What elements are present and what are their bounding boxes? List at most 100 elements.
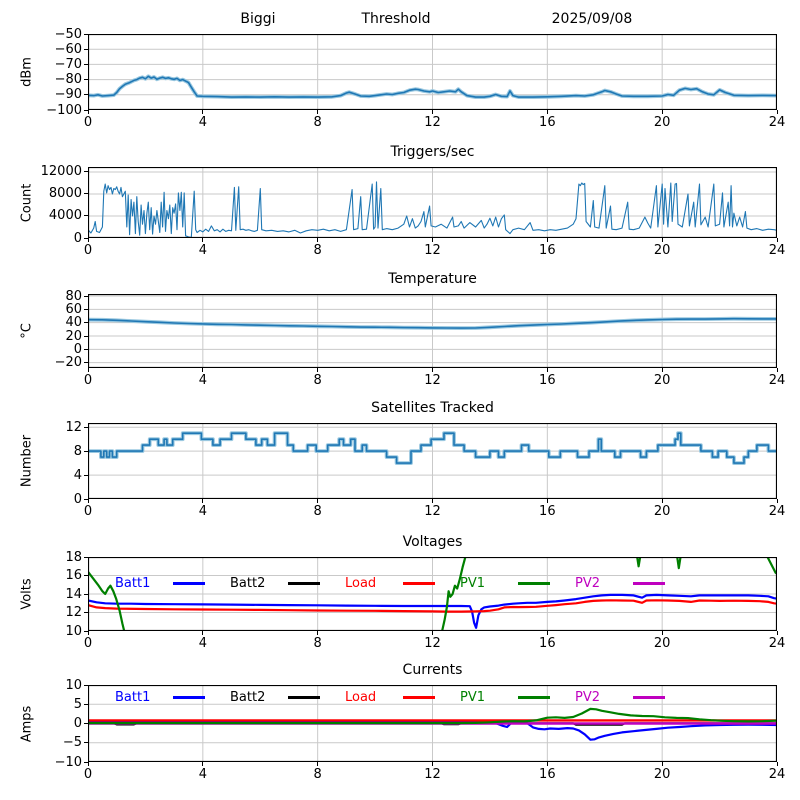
x-tick-mark — [87, 499, 89, 503]
x-tick-mark — [661, 368, 663, 372]
y-tick-mark — [84, 109, 88, 111]
y-tick-mark — [84, 33, 88, 35]
x-tick-mark — [87, 762, 89, 766]
x-tick-mark — [546, 368, 548, 372]
y-tick-mark — [84, 742, 88, 744]
x-tick-mark — [317, 110, 319, 114]
legend-line-swatch — [518, 581, 550, 585]
legend-label: Load — [345, 575, 377, 591]
x-tick-mark — [317, 499, 319, 503]
chart-satellites: Satellites Tracked Number 0 4 8 12 0 4 8 12 16 20 24 — [0, 400, 800, 519]
legend-line-swatch — [633, 695, 665, 699]
legend-line-swatch — [173, 695, 205, 699]
y-tick-label: 0 — [73, 230, 82, 246]
x-tick-mark — [317, 238, 319, 242]
y-tick-mark — [84, 426, 88, 428]
y-tick-mark — [84, 348, 88, 350]
x-tick-mark — [317, 368, 319, 372]
x-tick-label: 12 — [424, 504, 441, 519]
x-tick-label: 12 — [424, 243, 441, 258]
x-tick-label: 0 — [83, 504, 93, 519]
legend-item-pv1: PV1 — [460, 689, 550, 705]
x-tick-mark — [432, 499, 433, 503]
x-tick-label: 8 — [313, 767, 322, 782]
x-tick-mark — [432, 110, 433, 114]
x-tick-label: 4 — [198, 636, 207, 651]
y-tick-label: −60 — [54, 41, 82, 57]
y-tick-label: −90 — [54, 87, 82, 103]
x-tick-label: 24 — [768, 504, 786, 519]
x-tick-label: 4 — [198, 373, 207, 388]
x-tick-mark — [776, 762, 778, 766]
y-tick-mark — [84, 703, 88, 705]
y-tick-label: 20 — [65, 328, 82, 344]
x-tick-label: 20 — [653, 504, 671, 519]
y-tick-label: −80 — [54, 72, 82, 88]
legend-item-pv1: PV1 — [460, 575, 550, 591]
x-tick-mark — [776, 110, 778, 114]
axes-spines — [88, 557, 777, 631]
y-tick-label: −70 — [54, 56, 82, 72]
y-tick-label: 18 — [65, 549, 82, 565]
chart-temperature: Temperature °C −20 0 20 40 60 80 0 4 8 12 16 20 24 — [0, 271, 800, 388]
y-tick-label: −50 — [54, 26, 82, 42]
y-tick-label: 16 — [65, 568, 82, 583]
y-tick-label: 14 — [65, 586, 82, 602]
y-tick-label: 10 — [65, 677, 82, 693]
legend-item-load: Load — [345, 575, 435, 591]
legend-item-load: Load — [345, 689, 435, 705]
x-tick-label: 24 — [768, 115, 786, 130]
x-tick-label: 24 — [768, 373, 786, 388]
axes-spines — [88, 294, 777, 368]
y-tick-mark — [84, 193, 88, 195]
x-tick-label: 8 — [313, 504, 322, 519]
legend-line-swatch — [403, 695, 435, 699]
series-line-batt1-amps — [88, 720, 777, 741]
y-tick-mark — [84, 684, 88, 686]
y-tick-label: 12 — [65, 419, 82, 435]
x-tick-label: 20 — [653, 243, 671, 258]
x-tick-label: 24 — [768, 243, 786, 258]
y-tick-mark — [84, 295, 88, 297]
x-tick-label: 16 — [539, 636, 556, 651]
x-tick-label: 20 — [653, 636, 671, 651]
x-tick-label: 16 — [539, 115, 556, 130]
y-tick-label: 40 — [65, 315, 82, 331]
x-tick-mark — [776, 631, 778, 635]
y-tick-mark — [84, 237, 88, 239]
y-tick-mark — [84, 94, 88, 96]
series-line-batt1-volts — [88, 593, 777, 629]
x-tick-label: 20 — [653, 767, 671, 782]
legend-line-swatch — [633, 581, 665, 585]
y-tick-label: 60 — [65, 301, 82, 317]
series-line-load-volts — [88, 599, 777, 613]
x-tick-mark — [661, 762, 663, 766]
x-tick-label: 12 — [424, 636, 441, 651]
y-tick-mark — [84, 362, 88, 364]
axes-spines — [88, 423, 777, 499]
x-tick-label: 4 — [198, 504, 207, 519]
y-tick-label: −20 — [54, 355, 82, 371]
y-tick-label: 80 — [65, 288, 82, 304]
y-tick-label: 12000 — [40, 164, 82, 180]
chart-currents: Currents Amps −10 −5 0 5 10 0 4 8 12 16 20 24 Batt1 Bat… — [0, 662, 800, 782]
y-tick-label: 5 — [73, 696, 82, 712]
x-tick-mark — [87, 368, 89, 372]
x-tick-label: 0 — [83, 373, 93, 388]
x-tick-mark — [317, 762, 319, 766]
series-line-pv1-volts — [88, 557, 777, 631]
legend-label: Batt2 — [230, 689, 266, 705]
x-tick-mark — [202, 238, 204, 242]
x-tick-mark — [661, 631, 663, 635]
legend-label: PV1 — [460, 689, 486, 705]
legend-label: Batt2 — [230, 575, 266, 591]
y-tick-label: 8 — [73, 443, 82, 459]
y-tick-mark — [84, 723, 88, 724]
series-line-triggers-per-sec — [88, 181, 777, 238]
y-tick-mark — [84, 761, 88, 763]
y-tick-label: 0 — [73, 716, 82, 731]
y-tick-mark — [84, 498, 88, 500]
x-tick-label: 4 — [198, 767, 207, 782]
station-name: Biggi — [240, 11, 276, 27]
